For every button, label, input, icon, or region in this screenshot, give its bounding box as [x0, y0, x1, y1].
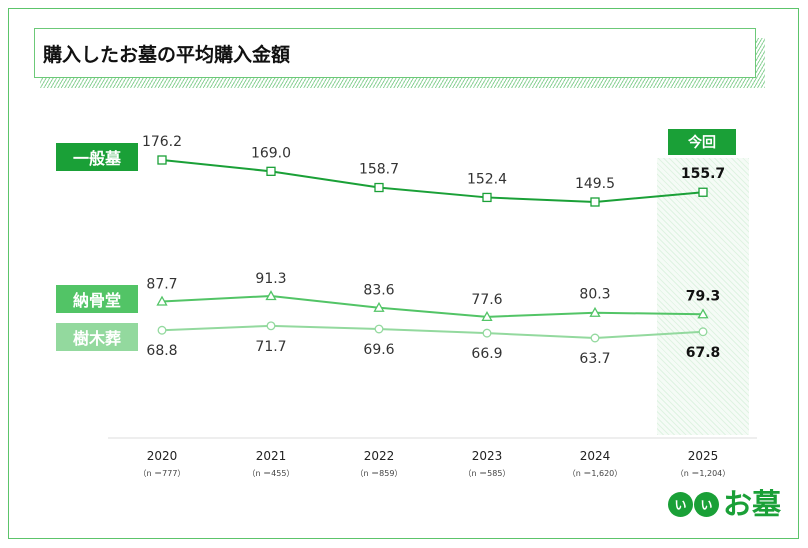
title-box: 購入したお墓の平均購入金額	[34, 28, 756, 78]
data-point-marker	[482, 192, 492, 203]
data-point-marker	[698, 187, 708, 197]
logo-circle-2: い	[694, 492, 719, 517]
data-label: 149.5	[575, 176, 615, 192]
chart-frame	[8, 8, 799, 539]
legend-tag-jumoku: 樹木葬	[56, 323, 138, 351]
data-point-marker	[590, 197, 600, 207]
data-label: 152.4	[467, 171, 507, 187]
data-label: 67.8	[686, 345, 721, 361]
data-label: 68.8	[146, 343, 177, 359]
series-line-1	[161, 294, 704, 318]
data-label: 80.3	[579, 287, 610, 303]
data-label: 77.6	[471, 292, 502, 308]
x-tick-sublabel: （n ＝859）	[356, 469, 403, 478]
data-label: 91.3	[255, 271, 286, 287]
data-label: 83.6	[363, 283, 394, 299]
x-tick-label: 2022	[364, 449, 395, 463]
data-point-marker	[589, 306, 601, 317]
data-label: 71.7	[255, 339, 286, 355]
logo-text: お墓	[723, 487, 782, 521]
data-point-marker	[374, 182, 384, 193]
brand-logo: い い お墓	[668, 490, 781, 519]
data-label: 169.0	[251, 145, 291, 161]
x-tick-label: 2023	[472, 449, 503, 463]
data-point-marker	[481, 311, 493, 321]
data-label: 63.7	[579, 351, 610, 367]
x-tick-sublabel: （n ＝1,620）	[568, 469, 623, 478]
logo-circle-1: い	[668, 492, 693, 517]
x-tick-sublabel: （n ＝1,204）	[676, 469, 731, 478]
data-label: 79.3	[686, 288, 721, 304]
x-tick-sublabel: （n ＝585）	[464, 469, 511, 478]
data-point-marker	[374, 324, 384, 334]
x-tick-sublabel: （n ＝777）	[139, 469, 186, 478]
current-year-highlight	[657, 158, 749, 435]
data-label: 87.7	[146, 276, 177, 292]
data-point-marker	[590, 333, 600, 343]
data-point-marker	[266, 321, 276, 331]
current-year-badge: 今回	[668, 129, 736, 155]
data-point-marker	[482, 328, 492, 338]
x-tick-label: 2025	[688, 449, 719, 463]
chart-title: 購入したお墓の平均購入金額	[43, 43, 291, 66]
data-point-marker	[156, 295, 168, 306]
data-point-marker	[698, 327, 708, 337]
data-label: 66.9	[471, 346, 502, 362]
data-label: 158.7	[359, 162, 399, 178]
x-tick-label: 2021	[256, 449, 287, 463]
data-label: 155.7	[681, 166, 725, 182]
data-point-marker	[157, 155, 167, 165]
legend-tag-noukotsu: 納骨堂	[56, 285, 138, 313]
data-label: 176.2	[142, 134, 182, 150]
data-point-marker	[265, 290, 277, 301]
series-line-0	[161, 159, 704, 204]
x-tick-sublabel: （n ＝455）	[248, 469, 295, 478]
data-point-marker	[697, 308, 709, 319]
data-point-marker	[266, 166, 276, 176]
series-line-2	[161, 324, 704, 340]
data-point-marker	[373, 301, 385, 312]
data-label: 69.6	[363, 342, 394, 358]
legend-tag-ippan: 一般墓	[56, 143, 138, 171]
x-tick-label: 2020	[147, 449, 178, 463]
x-tick-label: 2024	[580, 449, 611, 463]
data-point-marker	[157, 325, 167, 335]
